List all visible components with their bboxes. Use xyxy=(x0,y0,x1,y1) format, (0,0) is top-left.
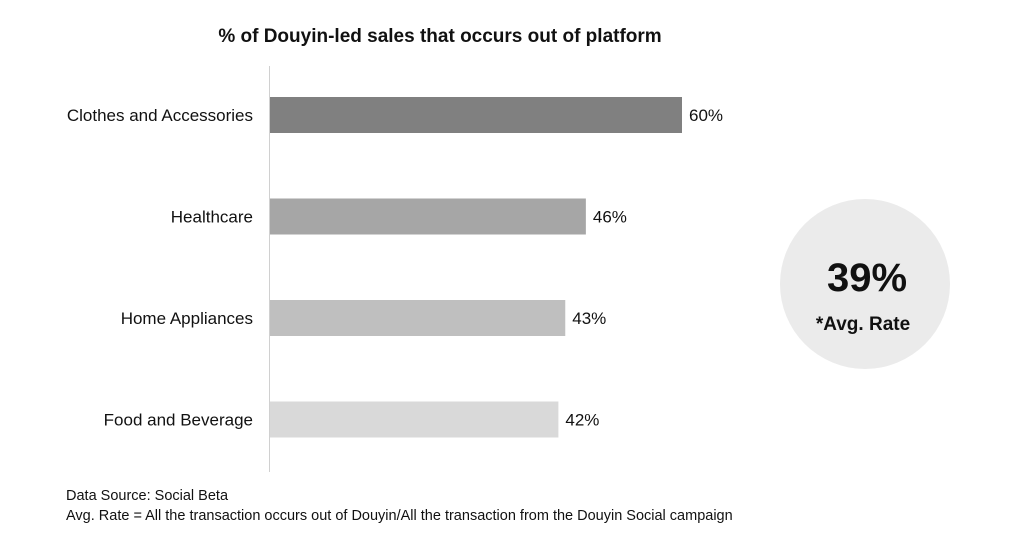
bar-1 xyxy=(270,198,586,235)
value-label-0: 60% xyxy=(689,106,723,125)
value-label-3: 42% xyxy=(565,411,599,430)
bars-group: Clothes and Accessories 60% Healthcare 46% H… xyxy=(67,97,723,438)
avg-rate-circle xyxy=(780,199,950,369)
category-label-1: Healthcare xyxy=(171,208,253,227)
data-source-note: Data Source: Social Beta xyxy=(66,488,229,504)
bar-2 xyxy=(270,300,566,336)
category-label-3: Food and Beverage xyxy=(104,411,253,430)
bar-3 xyxy=(270,401,559,438)
avg-rate-caption: *Avg. Rate xyxy=(816,314,910,335)
value-label-2: 43% xyxy=(572,309,606,328)
bar-0 xyxy=(270,97,682,133)
chart-title: % of Douyin-led sales that occurs out of… xyxy=(218,26,661,47)
category-label-2: Home Appliances xyxy=(121,309,253,328)
footer: Data Source: Social Beta Avg. Rate = All… xyxy=(66,486,733,526)
avg-rate-definition: Avg. Rate = All the transaction occurs o… xyxy=(66,508,733,524)
value-label-1: 46% xyxy=(593,208,627,227)
category-label-0: Clothes and Accessories xyxy=(67,106,253,125)
avg-rate-value: 39% xyxy=(827,256,907,300)
